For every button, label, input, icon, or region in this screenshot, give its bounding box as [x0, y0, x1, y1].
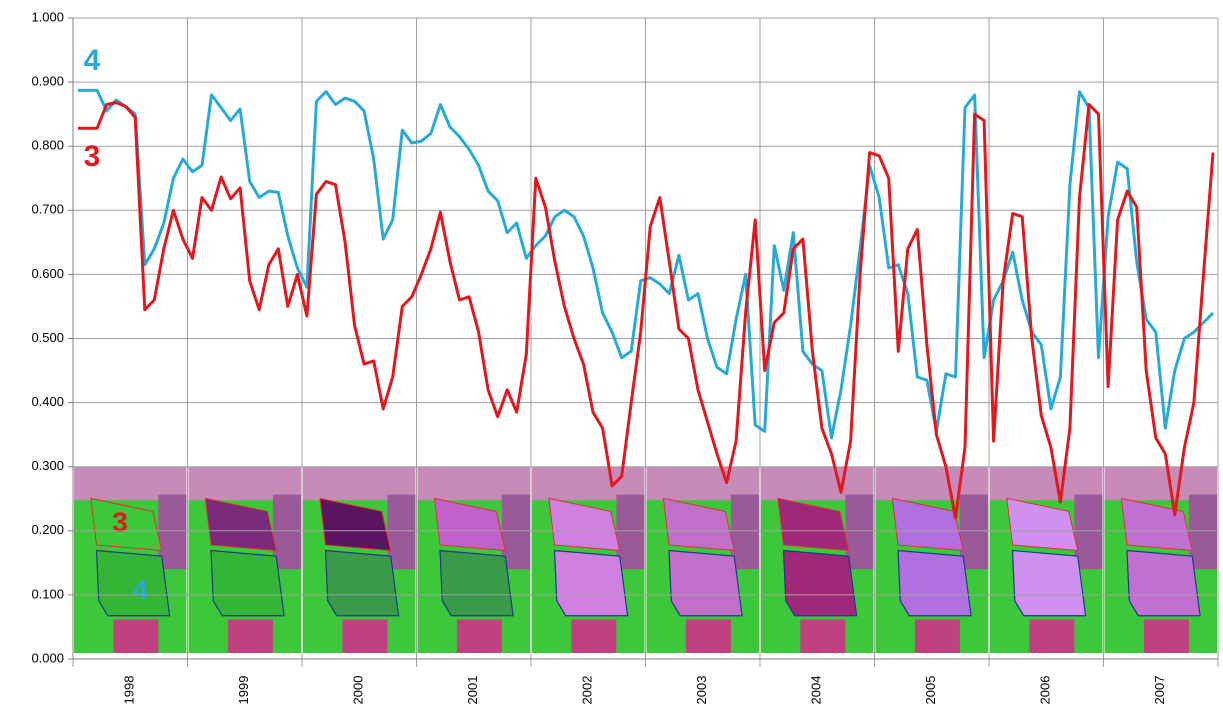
- image-label-3: 3: [112, 506, 128, 537]
- field-4: [669, 551, 742, 616]
- x-tick-label: 2006: [1038, 676, 1053, 705]
- y-tick-label: 0.600: [31, 266, 64, 281]
- field-4: [898, 551, 971, 616]
- field-4: [1127, 551, 1200, 616]
- field-4: [211, 551, 284, 616]
- thumb-bottom: [800, 619, 845, 653]
- thumb-bottom: [457, 619, 502, 653]
- thumb-bottom: [113, 619, 158, 653]
- y-tick-label: 0.300: [31, 458, 64, 473]
- thumb-bottom: [228, 619, 273, 653]
- x-tick-label: 2004: [809, 676, 824, 705]
- legend-label: 3: [84, 140, 101, 173]
- y-tick-label: 0.800: [31, 138, 64, 153]
- field-4: [555, 551, 628, 616]
- chart: 3 4 0.000 0.100 0.200 0.300 0.400 0.500 0.600 0.7…: [0, 0, 1223, 720]
- thumbnail: [303, 467, 416, 653]
- thumbnail: [74, 467, 187, 653]
- field-4: [326, 551, 399, 616]
- field-4: [1013, 551, 1086, 616]
- x-tick-label: 1999: [236, 676, 251, 705]
- y-tick-label: 0.400: [31, 394, 64, 409]
- legend-label: 4: [84, 44, 101, 77]
- thumbnail: [761, 467, 874, 653]
- y-tick-label: 0.700: [31, 202, 64, 217]
- page: 3 4 0.000 0.100 0.200 0.300 0.400 0.500 0.600 0.7…: [0, 0, 1223, 720]
- y-tick-label: 0.900: [31, 74, 64, 89]
- thumbnail: [532, 467, 645, 653]
- image-label-4: 4: [132, 574, 148, 605]
- x-tick-label: 2000: [351, 676, 366, 705]
- thumb-bottom: [571, 619, 616, 653]
- y-tick-label: 0.500: [31, 330, 64, 345]
- thumb-bottom: [1029, 619, 1074, 653]
- x-tick-label: 2003: [694, 676, 709, 705]
- x-tick-label: 2002: [580, 676, 595, 705]
- thumbnail: [990, 467, 1103, 653]
- field-4: [784, 551, 857, 616]
- thumbnail: [647, 467, 760, 653]
- thumbnail: [189, 467, 302, 653]
- thumbnail: [418, 467, 531, 653]
- thumb-bottom: [1144, 619, 1189, 653]
- thumb-bottom: [686, 619, 731, 653]
- thumbnail: [876, 467, 989, 653]
- x-tick-label: 1998: [122, 676, 137, 705]
- x-tick-label: 2005: [923, 676, 938, 705]
- thumbnail: [1105, 467, 1218, 653]
- x-tick-label: 2007: [1152, 676, 1167, 705]
- y-tick-label: 0.200: [31, 522, 64, 537]
- y-tick-label: 1.000: [31, 9, 64, 24]
- y-tick-label: 0.100: [31, 586, 64, 601]
- field-4: [440, 551, 513, 616]
- thumb-bottom: [915, 619, 960, 653]
- thumb-bottom: [342, 619, 387, 653]
- y-tick-label: 0.000: [31, 650, 64, 665]
- x-tick-label: 2001: [465, 676, 480, 705]
